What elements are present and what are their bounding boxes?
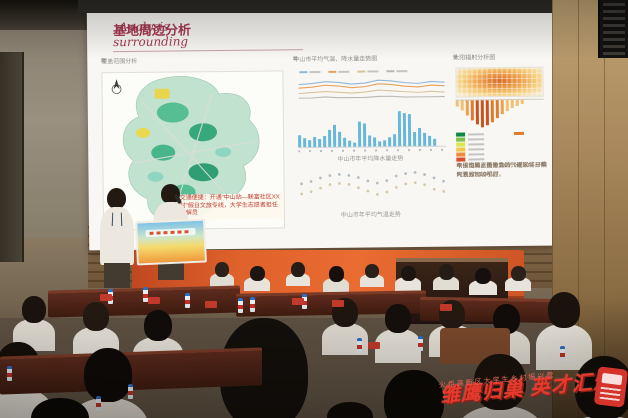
- audience-member: [505, 266, 531, 295]
- red-name-card: [100, 294, 112, 301]
- precipitation-bar-chart: [297, 108, 447, 149]
- red-name-card: [148, 297, 160, 304]
- audience-member: [67, 348, 149, 418]
- audience-member: [364, 370, 464, 418]
- solar-legend: [456, 132, 516, 163]
- red-name-card: [205, 301, 217, 308]
- lanyard: [111, 212, 123, 227]
- title-underline: [113, 49, 304, 53]
- screen-casing: [78, 0, 562, 13]
- audience-member: [244, 266, 270, 295]
- audience-member: [360, 264, 384, 291]
- audience-member: [395, 266, 421, 295]
- scatter-chart-caption: 中山市年平均气温走势: [340, 212, 401, 219]
- red-name-card: [440, 304, 452, 311]
- left-door: [0, 52, 24, 262]
- climate-p3: 年平均降水量为1927.9毫米，日照时长1755.0小时。: [456, 162, 547, 179]
- water-bottle: [418, 336, 423, 351]
- red-name-card: [368, 342, 380, 349]
- water-bottle: [302, 294, 307, 309]
- audience-member: [456, 354, 544, 418]
- red-name-card: [292, 298, 304, 305]
- solar-heatmap: [455, 66, 544, 98]
- air-vent: [598, 0, 628, 58]
- red-seal-icon: [593, 366, 628, 408]
- solar-section: 太阳辐射分析图 中山市属亚热带季风气候区域，季风气候比较明显 气候温和，雨量充沛…: [453, 54, 551, 239]
- slide-title-en: Analysis: [118, 19, 170, 35]
- audience-member: [323, 266, 349, 296]
- slide-title: 基地周边分析 Analysis: [113, 17, 413, 39]
- climate-section: 中山市平均气温、降水量走势图 中山市年平均降水量走势 中山市年平均气温走势: [293, 56, 449, 241]
- audience-member: [375, 304, 421, 367]
- ceiling-corner-shadow: [0, 0, 92, 30]
- line-chart-legend: [299, 68, 445, 76]
- slide-title-en2: surrounding: [113, 34, 189, 50]
- climate-description: 中山市属亚热带季风气候区域，季风气候比较明显 气候温和，雨量充沛，近10年平均气…: [456, 162, 550, 178]
- compass-icon: [111, 79, 122, 95]
- temperature-line-chart: [298, 79, 445, 99]
- water-bottle: [96, 396, 101, 411]
- water-bottle: [238, 298, 243, 313]
- bar-axis-ticks: [298, 148, 447, 153]
- bar-chart-caption: 中山市年平均降水量走势: [337, 156, 404, 163]
- presenter-left: [98, 188, 138, 288]
- water-bottle: [185, 293, 190, 308]
- red-name-card: [332, 300, 344, 307]
- event-poster-board: [135, 218, 207, 266]
- water-bottle: [143, 287, 148, 302]
- audience-member: [286, 262, 310, 290]
- text-legend-mark: [514, 131, 525, 135]
- temperature-scatter-chart: [300, 171, 446, 196]
- water-bottle: [7, 366, 12, 381]
- water-bottle: [250, 297, 255, 312]
- audience-member: [312, 402, 388, 418]
- water-bottle: [357, 338, 362, 353]
- audience-member: [433, 264, 459, 294]
- solar-icicle-bars: [455, 98, 545, 130]
- audience-member: [469, 268, 497, 299]
- audience-member: [210, 262, 234, 291]
- audience-member: [13, 398, 107, 418]
- water-bottle: [560, 346, 565, 361]
- water-bottle: [128, 384, 133, 399]
